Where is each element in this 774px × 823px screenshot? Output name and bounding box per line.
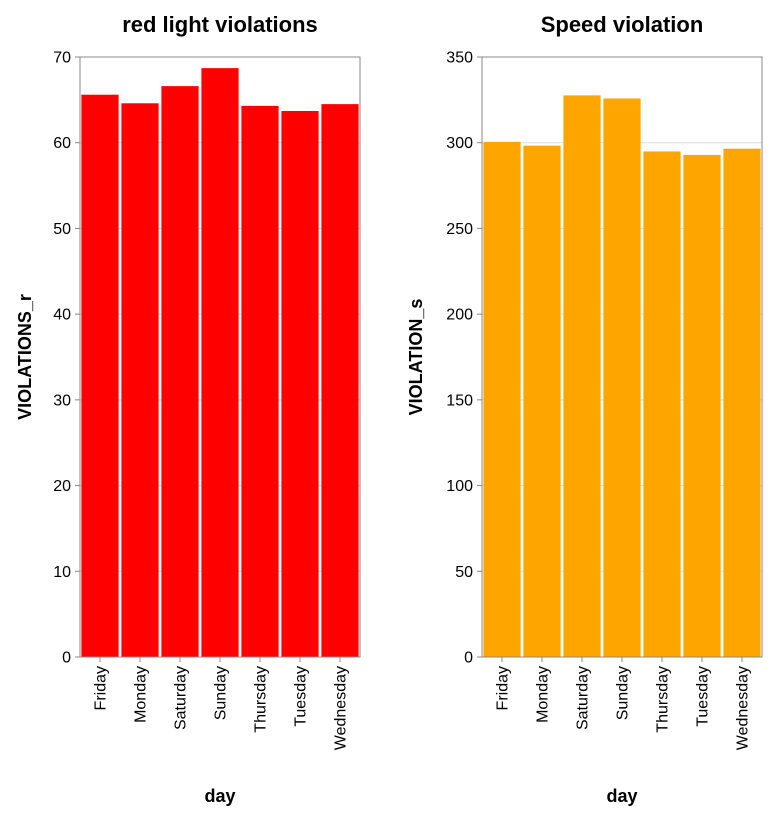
x-axis-title: day bbox=[204, 786, 235, 806]
y-tick-label: 350 bbox=[446, 50, 473, 67]
chart-title: Speed violation bbox=[541, 12, 704, 37]
x-tick-label: Wednesday bbox=[735, 666, 752, 750]
y-axis-title: VIOLATION_s bbox=[406, 299, 426, 416]
red-light-violations-chart: red light violations VIOLATIONS_r day 0 1… bbox=[15, 12, 361, 806]
bar-tuesday bbox=[683, 154, 721, 657]
bar-sunday bbox=[603, 98, 641, 657]
x-tick-label: Tuesday bbox=[293, 666, 310, 727]
x-tick-label: Friday bbox=[495, 666, 512, 710]
y-tick-label: 60 bbox=[53, 135, 71, 152]
y-tick-label: 150 bbox=[446, 392, 473, 409]
x-tick-label: Sunday bbox=[615, 666, 632, 720]
y-tick-label: 300 bbox=[446, 135, 473, 152]
x-tick-label: Friday bbox=[93, 666, 110, 710]
x-tick-label: Monday bbox=[535, 666, 552, 723]
y-tick-label: 40 bbox=[53, 307, 71, 324]
y-tick-label: 10 bbox=[53, 564, 71, 581]
x-axis-title: day bbox=[606, 786, 637, 806]
speed-violation-chart: Speed violation VIOLATION_s day 0 50 100 15… bbox=[406, 12, 763, 806]
x-tick-label: Saturday bbox=[575, 666, 592, 730]
bar-thursday bbox=[643, 151, 681, 657]
y-tick-label: 20 bbox=[53, 478, 71, 495]
bar-saturday bbox=[161, 86, 199, 657]
y-tick-label: 30 bbox=[53, 392, 71, 409]
bar-monday bbox=[121, 103, 159, 658]
y-tick-label: 0 bbox=[464, 650, 473, 667]
y-tick-label: 0 bbox=[62, 650, 71, 667]
x-tick-label: Wednesday bbox=[333, 666, 350, 750]
x-tick-label: Saturday bbox=[173, 666, 190, 730]
y-tick-label: 100 bbox=[446, 478, 473, 495]
bar-friday bbox=[81, 94, 119, 657]
bars bbox=[483, 95, 761, 657]
x-tick-label: Sunday bbox=[213, 666, 230, 720]
y-tick-label: 200 bbox=[446, 307, 473, 324]
y-tick-label: 250 bbox=[446, 221, 473, 238]
y-tick-label: 50 bbox=[53, 221, 71, 238]
bar-tuesday bbox=[281, 111, 319, 657]
chart-title: red light violations bbox=[122, 12, 318, 37]
y-axis-title: VIOLATIONS_r bbox=[15, 294, 35, 420]
x-tick-label: Thursday bbox=[253, 666, 270, 733]
bar-monday bbox=[523, 145, 561, 657]
bar-saturday bbox=[563, 95, 601, 657]
bar-sunday bbox=[201, 68, 239, 657]
x-tick-label: Tuesday bbox=[695, 666, 712, 727]
y-tick-label: 50 bbox=[455, 564, 473, 581]
bar-wednesday bbox=[321, 104, 359, 657]
x-tick-label: Thursday bbox=[655, 666, 672, 733]
x-tick-label: Monday bbox=[133, 666, 150, 723]
bar-friday bbox=[483, 141, 521, 657]
bar-thursday bbox=[241, 105, 279, 658]
bars bbox=[81, 68, 359, 658]
y-tick-label: 70 bbox=[53, 50, 71, 67]
bar-wednesday bbox=[723, 148, 761, 657]
